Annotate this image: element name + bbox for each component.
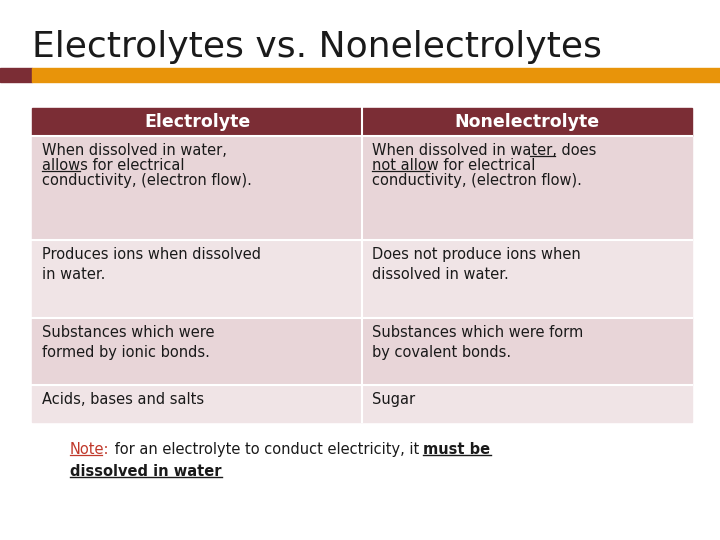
Text: for an electrolyte to conduct electricity, it: for an electrolyte to conduct electricit… [109, 442, 423, 457]
Text: When dissolved in water, does: When dissolved in water, does [372, 143, 596, 158]
Text: conductivity, (electron flow).: conductivity, (electron flow). [42, 173, 252, 187]
Bar [32, 240, 692, 318]
Bar [32, 108, 692, 136]
Text: Electrolyte: Electrolyte [144, 113, 250, 131]
Text: When dissolved in water,: When dissolved in water, [42, 143, 227, 158]
Text: Note:: Note: [70, 442, 109, 457]
Text: Nonelectrolyte: Nonelectrolyte [454, 113, 600, 131]
Bar [0, 68, 32, 82]
Text: Sugar: Sugar [372, 392, 415, 407]
Text: dissolved in water: dissolved in water [70, 464, 222, 479]
Text: allows for electrical: allows for electrical [42, 158, 184, 173]
Text: Electrolytes vs. Nonelectrolytes: Electrolytes vs. Nonelectrolytes [32, 30, 602, 64]
Text: Acids, bases and salts: Acids, bases and salts [42, 392, 204, 407]
Bar [32, 136, 692, 240]
Text: not allow for electrical: not allow for electrical [372, 158, 536, 173]
Bar [32, 318, 692, 385]
Text: Substances which were
formed by ionic bonds.: Substances which were formed by ionic bo… [42, 325, 215, 360]
Bar [32, 385, 692, 422]
Text: Produces ions when dissolved
in water.: Produces ions when dissolved in water. [42, 247, 261, 281]
Text: conductivity, (electron flow).: conductivity, (electron flow). [372, 173, 582, 187]
Text: must be: must be [423, 442, 490, 457]
Text: Substances which were form
by covalent bonds.: Substances which were form by covalent b… [372, 325, 583, 360]
Bar [32, 68, 720, 82]
Text: Does not produce ions when
dissolved in water.: Does not produce ions when dissolved in … [372, 247, 581, 281]
